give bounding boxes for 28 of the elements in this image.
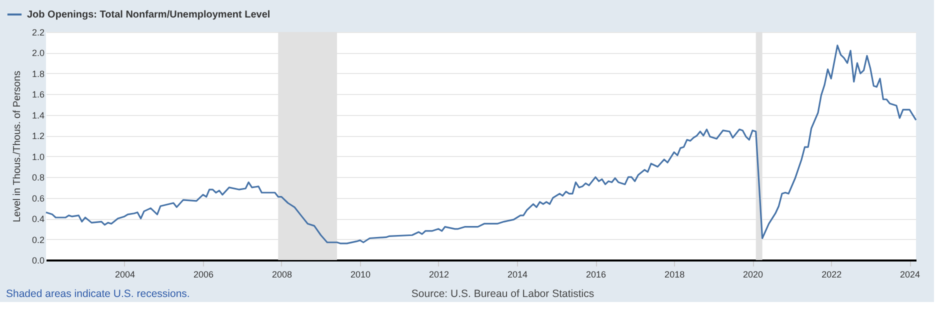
y-tick-label: 0.4	[32, 214, 44, 224]
y-tick-label: 1.2	[32, 131, 44, 142]
y-tick-label: 1.6	[32, 90, 44, 100]
y-tick-label: 0.8	[32, 172, 44, 183]
x-tick-label: 2016	[586, 270, 606, 280]
x-tick-label: 2018	[664, 270, 685, 280]
y-axis-title: Level in Thous./Thous. of Persons	[12, 70, 23, 222]
legend-label: Job Openings: Total Nonfarm/Unemployment Level	[27, 10, 270, 20]
y-tick-label: 0.6	[32, 193, 44, 204]
text: Shaded areas indicate U.S. recessions.	[6, 288, 190, 300]
source-note: Source: U.S. Bureau of Labor Statistics	[411, 288, 594, 300]
line-series	[45, 44, 917, 244]
x-tick-label: 2004	[114, 270, 135, 280]
y-tick-label: 0.2	[32, 234, 44, 245]
x-tick-label: 2012	[428, 270, 450, 280]
y-tick-label: 0.0	[32, 256, 44, 266]
y-tick-label: 2.0	[32, 48, 44, 58]
x-tick-label: 2024	[900, 270, 920, 280]
y-tick-label: 1.4	[32, 110, 44, 120]
x-tick-label: 2014	[508, 270, 528, 280]
y-tick-label: 1.0	[32, 152, 44, 162]
y-tick-label: 2.2	[32, 28, 44, 38]
y-tick-label: 1.8	[32, 68, 44, 79]
x-tick-label: 2022	[822, 270, 842, 280]
x-tick-label: 2010	[350, 270, 371, 280]
x-tick-label: 2020	[743, 270, 764, 280]
x-tick-label: 2008	[272, 270, 292, 280]
x-tick-label: 2006	[194, 270, 214, 280]
